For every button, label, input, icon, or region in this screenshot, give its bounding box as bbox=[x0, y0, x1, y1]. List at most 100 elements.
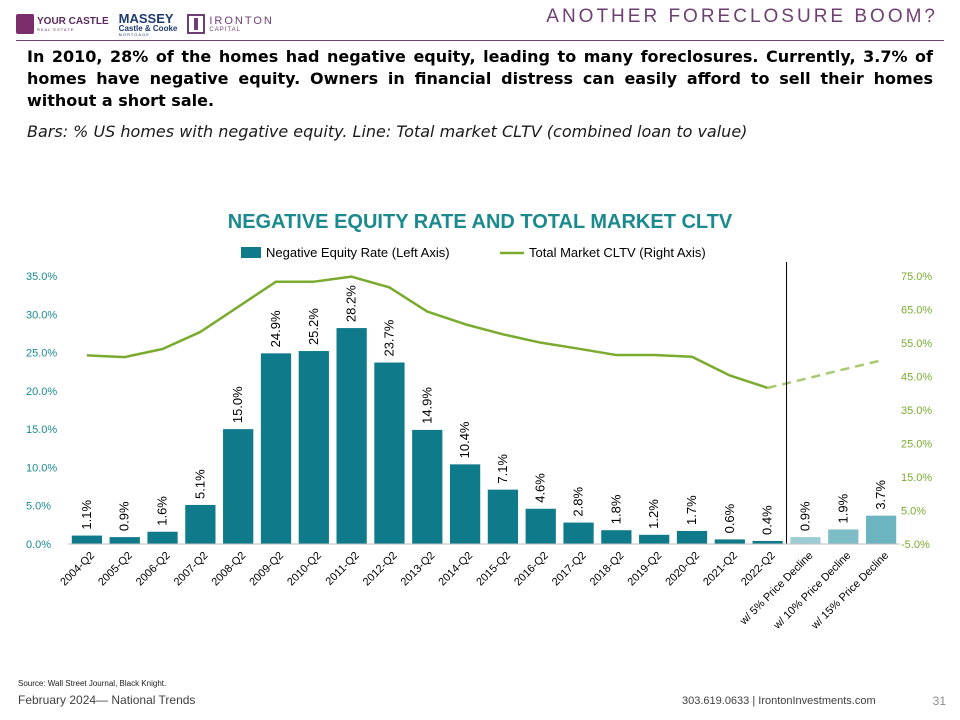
mortgage-logo-text: MORTGAGE bbox=[118, 31, 150, 37]
x-tick-label: 2022-Q2 bbox=[739, 550, 778, 589]
footer-date: February 2024— National Trends bbox=[18, 693, 196, 707]
bar bbox=[147, 531, 178, 544]
x-tick-label: 2009-Q2 bbox=[247, 550, 286, 589]
y-axis-right: -5.0% 5.0% 15.0% 25.0% 35.0% 45.0% 55.0% 65.0% 7… bbox=[901, 271, 932, 551]
cltv-projection-line bbox=[767, 359, 882, 390]
cltv-line bbox=[86, 275, 769, 390]
x-tick-label: 2011-Q2 bbox=[324, 550, 362, 588]
bar-value-label: 0.4% bbox=[760, 505, 775, 535]
bar-value-label: 15.0% bbox=[230, 386, 245, 423]
y-left-tick-label: 5.0% bbox=[26, 501, 51, 513]
y-right-tick-label: 55.0% bbox=[901, 338, 932, 350]
legend-line-label: Total Market CLTV (Right Axis) bbox=[529, 245, 706, 260]
bar-value-labels: 1.1% 0.9% 1.6% 5.1% 15.0% 24.9% 25.2% 28.2% 23.7… bbox=[79, 285, 888, 535]
legend-bar-label: Negative Equity Rate (Left Axis) bbox=[266, 245, 450, 260]
y-right-tick-label: -5.0% bbox=[901, 539, 930, 551]
massey-logo-text: MASSEY bbox=[118, 10, 174, 26]
bar bbox=[865, 515, 897, 544]
bar-value-label: 7.1% bbox=[495, 454, 510, 484]
y-right-tick-label: 65.0% bbox=[901, 305, 932, 317]
y-left-tick-label: 20.0% bbox=[26, 386, 57, 398]
bar bbox=[487, 489, 519, 544]
bar bbox=[449, 464, 481, 544]
bar-value-label: 28.2% bbox=[344, 285, 359, 322]
y-left-tick-label: 0.0% bbox=[26, 539, 51, 551]
bar-value-label: 3.7% bbox=[873, 480, 888, 510]
x-tick-label: 2012-Q2 bbox=[361, 550, 400, 589]
x-tick-label: 2018-Q2 bbox=[588, 550, 627, 589]
bar bbox=[639, 534, 670, 544]
chart-caption: Bars: % US homes with negative equity. L… bbox=[27, 122, 748, 141]
bar bbox=[601, 530, 632, 544]
logo-strip: YOUR CASTLE REAL ESTATE MASSEY Castle & … bbox=[16, 6, 274, 42]
bar bbox=[109, 537, 140, 544]
x-tick-label: 2008-Q2 bbox=[210, 550, 249, 589]
bar bbox=[752, 540, 783, 544]
bar-value-label: 1.8% bbox=[608, 494, 623, 524]
ironton-mark-icon bbox=[187, 14, 206, 34]
bar-value-label: 1.2% bbox=[646, 499, 661, 529]
bar-value-label: 14.9% bbox=[419, 387, 434, 424]
x-tick-label: w/ 5% Price Decline bbox=[737, 550, 815, 628]
bar bbox=[260, 353, 292, 544]
bar-value-label: 1.1% bbox=[79, 500, 94, 530]
y-left-tick-label: 30.0% bbox=[26, 309, 57, 321]
ironton-logo: IRONTON CAPITAL bbox=[187, 14, 274, 34]
y-right-tick-label: 45.0% bbox=[901, 372, 932, 384]
bar-value-label: 1.7% bbox=[684, 495, 699, 525]
y-right-tick-label: 75.0% bbox=[901, 271, 932, 283]
castle-cooke-logo-text: Castle & Cooke bbox=[118, 23, 178, 33]
your-castle-logo-sub: REAL ESTATE bbox=[37, 26, 75, 32]
x-tick-label: 2004-Q2 bbox=[58, 550, 97, 589]
body-text: In 2010, 28% of the homes had negative e… bbox=[27, 47, 933, 110]
y-right-tick-label: 25.0% bbox=[901, 439, 932, 451]
bar bbox=[412, 429, 443, 544]
your-castle-logo-text: YOUR CASTLE bbox=[37, 15, 109, 27]
your-castle-logo: YOUR CASTLE REAL ESTATE bbox=[16, 14, 109, 34]
x-tick-label: 2007-Q2 bbox=[172, 550, 211, 589]
bar-value-label: 2.8% bbox=[571, 486, 586, 516]
bar-value-label: 0.6% bbox=[722, 503, 737, 533]
bar bbox=[525, 508, 556, 544]
bar-value-label: 0.9% bbox=[797, 501, 812, 531]
page-number: 31 bbox=[932, 694, 946, 708]
bar bbox=[676, 530, 708, 544]
bar bbox=[298, 351, 329, 544]
bar-value-label: 10.4% bbox=[457, 421, 472, 458]
y-axis-left: 0.0% 5.0% 10.0% 15.0% 20.0% 25.0% 30.0% 35.0% bbox=[26, 271, 57, 551]
bar-value-label: 0.9% bbox=[117, 501, 132, 531]
y-left-tick-label: 15.0% bbox=[26, 424, 57, 436]
y-right-tick-label: 35.0% bbox=[901, 405, 932, 417]
x-tick-label: 2019-Q2 bbox=[626, 550, 665, 589]
bar-value-label: 1.6% bbox=[155, 496, 170, 526]
x-tick-label: 2010-Q2 bbox=[285, 550, 324, 589]
x-tick-label: w/ 15% Price Decline bbox=[809, 550, 892, 633]
x-tick-label: 2013-Q2 bbox=[399, 550, 438, 589]
x-tick-label: 2021-Q2 bbox=[701, 550, 740, 589]
bar-value-label: 4.6% bbox=[533, 473, 548, 503]
bar-value-label: 5.1% bbox=[192, 469, 207, 499]
x-tick-label: 2017-Q2 bbox=[550, 550, 589, 589]
bar bbox=[790, 537, 821, 544]
y-left-tick-label: 10.0% bbox=[26, 462, 57, 474]
castle-icon bbox=[16, 14, 34, 34]
bar bbox=[71, 535, 103, 544]
y-left-tick-label: 35.0% bbox=[26, 271, 57, 283]
bar bbox=[374, 362, 405, 544]
bar-value-label: 23.7% bbox=[381, 319, 396, 356]
legend-bar-swatch bbox=[241, 247, 261, 258]
source-note: Source: Wall Street Journal, Black Knigh… bbox=[18, 679, 167, 688]
ironton-logo-sub: CAPITAL bbox=[209, 26, 241, 33]
bar-value-label: 1.9% bbox=[835, 493, 850, 523]
slide-title: ANOTHER FORECLOSURE BOOM? bbox=[546, 6, 938, 27]
cltv-line-series bbox=[86, 275, 882, 390]
bar bbox=[828, 529, 859, 544]
x-tick-label: 2016-Q2 bbox=[512, 550, 551, 589]
bar-value-label: 24.9% bbox=[268, 310, 283, 347]
bar-series bbox=[71, 328, 897, 544]
bar bbox=[563, 522, 594, 544]
x-tick-label: 2006-Q2 bbox=[134, 550, 173, 589]
x-tick-label: 2014-Q2 bbox=[436, 550, 475, 589]
x-tick-label: 2015-Q2 bbox=[474, 550, 513, 589]
